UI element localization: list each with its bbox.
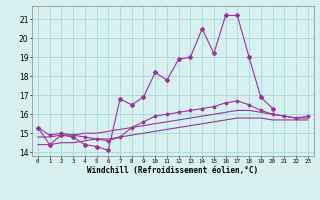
X-axis label: Windchill (Refroidissement éolien,°C): Windchill (Refroidissement éolien,°C) — [87, 166, 258, 175]
